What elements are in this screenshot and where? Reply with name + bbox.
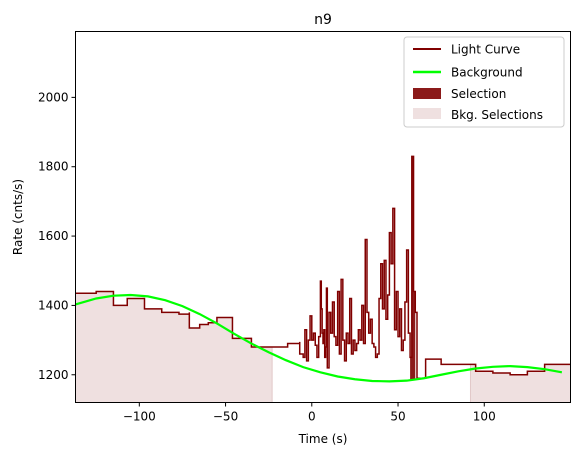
series-layer bbox=[75, 155, 571, 383]
x-tick-label: 0 bbox=[308, 410, 316, 424]
x-tick-label: 100 bbox=[473, 410, 496, 424]
x-tick-label: −100 bbox=[123, 410, 156, 424]
legend-bkg-selections-label: Bkg. Selections bbox=[451, 108, 543, 122]
x-tick-label: 50 bbox=[390, 410, 405, 424]
light-curve-series bbox=[75, 155, 571, 379]
legend-bkg-selections-swatch bbox=[413, 108, 441, 119]
y-tick-label: 1800 bbox=[38, 160, 69, 174]
legend-background-label: Background bbox=[451, 66, 523, 80]
y-tick-label: 1600 bbox=[38, 229, 69, 243]
x-tick-label: −50 bbox=[213, 410, 238, 424]
background-series bbox=[75, 293, 563, 383]
legend: Light Curve Background Selection Bkg. Se… bbox=[403, 36, 565, 128]
y-tick-label: 1200 bbox=[38, 368, 69, 382]
x-axis-label: Time (s) bbox=[298, 432, 348, 446]
axes-frame bbox=[75, 31, 571, 403]
legend-selection-swatch bbox=[413, 88, 441, 99]
legend-box bbox=[403, 36, 565, 128]
y-tick-label: 2000 bbox=[38, 90, 69, 104]
legend-light-curve-label: Light Curve bbox=[451, 43, 520, 57]
x-axis-ticks: −100 −50 0 50 100 bbox=[123, 402, 496, 424]
y-axis-label: Rate (cnts/s) bbox=[11, 179, 25, 255]
legend-selection-label: Selection bbox=[451, 87, 506, 101]
selection-region bbox=[410, 156, 416, 381]
y-tick-label: 1400 bbox=[38, 298, 69, 312]
selection-layer bbox=[410, 156, 416, 381]
chart-title: n9 bbox=[314, 12, 332, 28]
y-axis-ticks: 1200 1400 1600 1800 2000 bbox=[38, 90, 76, 382]
